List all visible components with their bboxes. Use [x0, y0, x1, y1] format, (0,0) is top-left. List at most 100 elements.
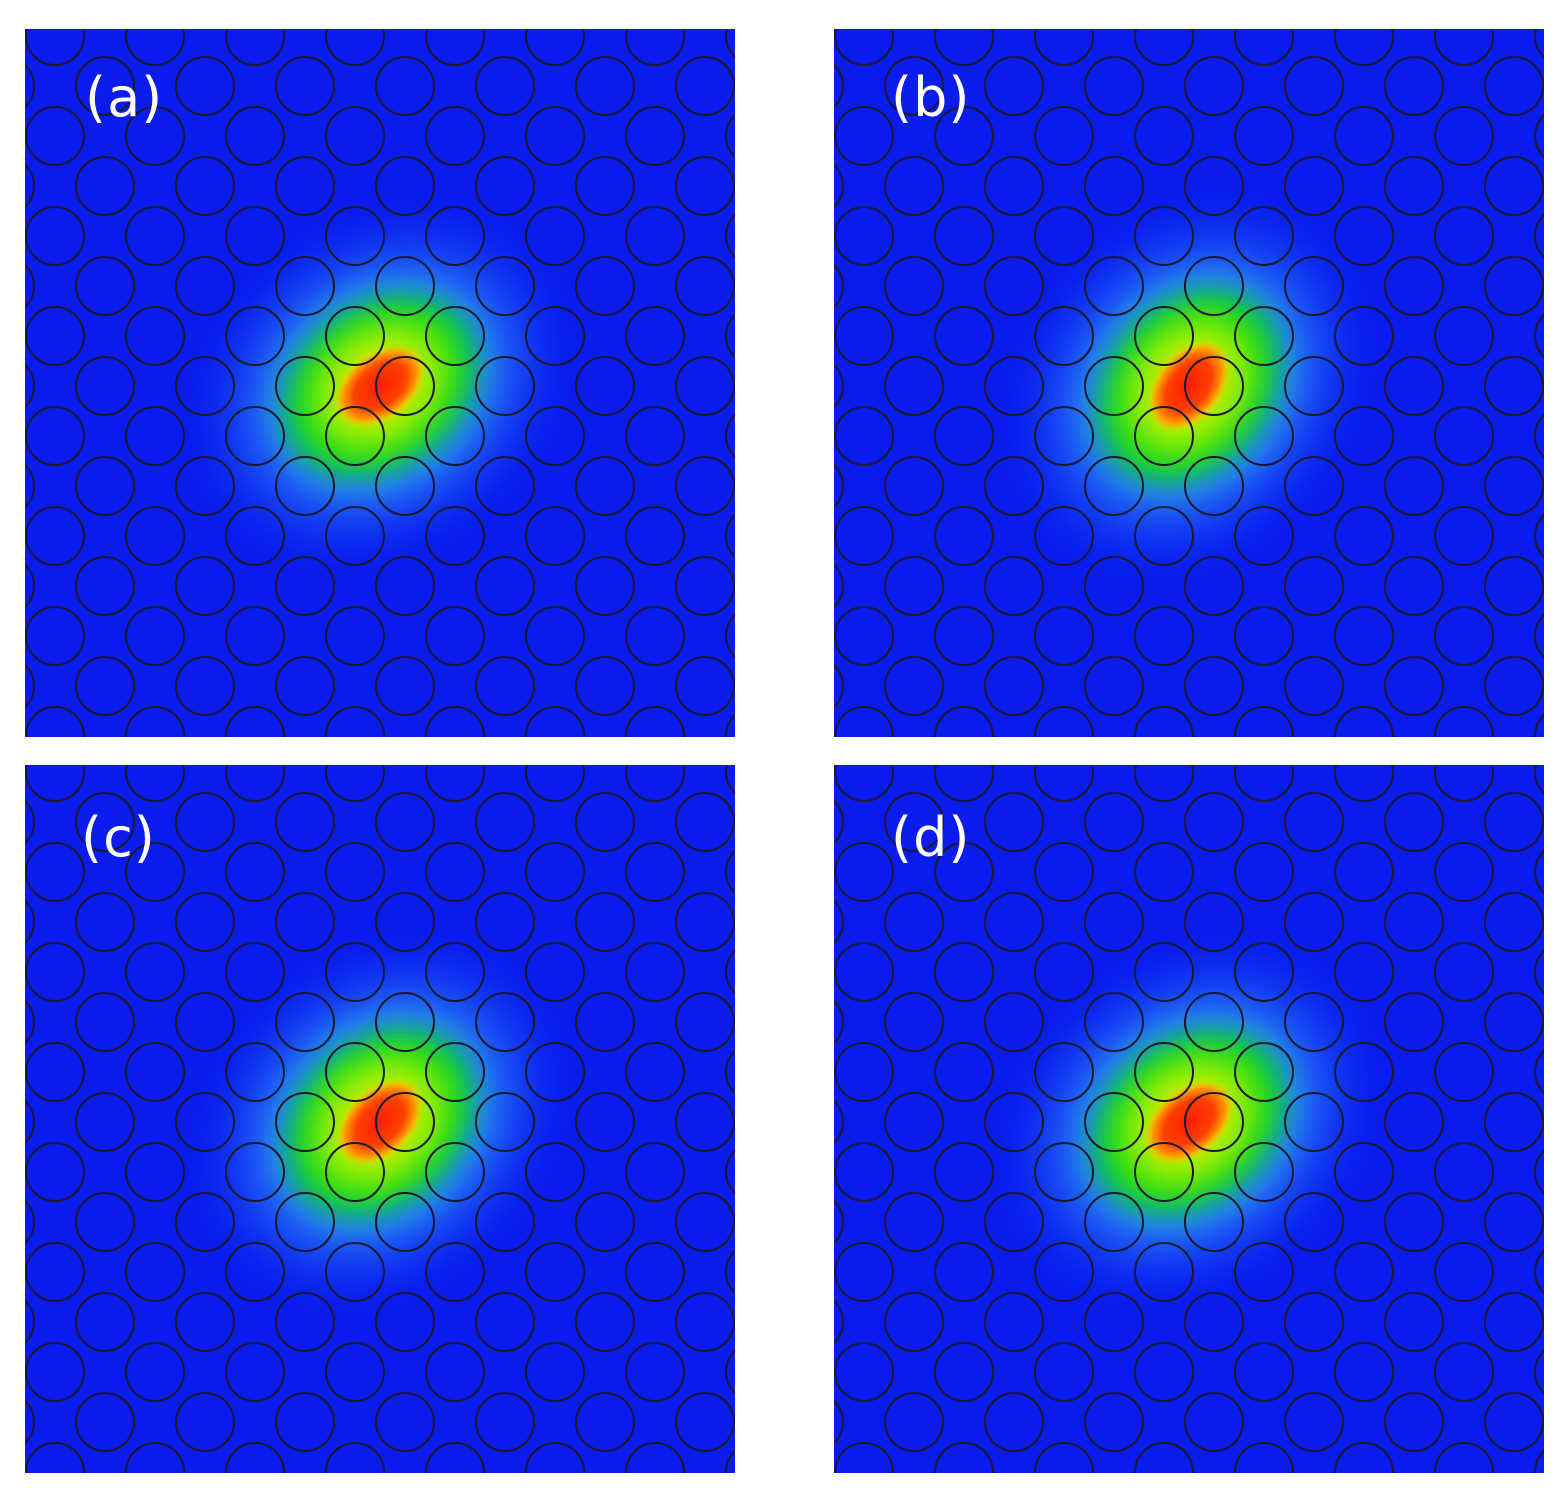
air-hole [934, 406, 994, 466]
air-hole [834, 706, 894, 737]
air-hole [834, 363, 844, 409]
air-hole [175, 792, 235, 852]
air-hole [1234, 706, 1294, 737]
air-hole [25, 1299, 35, 1345]
air-hole [625, 306, 685, 366]
air-hole [625, 1042, 685, 1102]
air-hole [1084, 1192, 1144, 1252]
air-hole [275, 1092, 335, 1152]
air-hole [1134, 765, 1194, 802]
air-hole [1384, 1292, 1444, 1352]
air-hole [1434, 606, 1494, 666]
air-hole [325, 706, 385, 737]
air-hole [525, 842, 585, 902]
air-hole [525, 506, 585, 566]
air-hole [984, 156, 1044, 216]
air-hole [884, 556, 944, 616]
air-hole [725, 1449, 735, 1473]
air-hole [275, 1392, 335, 1452]
air-hole [1284, 656, 1344, 716]
air-hole [1134, 1442, 1194, 1473]
air-hole [625, 706, 685, 737]
air-hole [1134, 606, 1194, 666]
air-hole [625, 1342, 685, 1402]
air-hole [884, 1292, 944, 1352]
air-hole [1484, 1392, 1544, 1452]
air-hole [625, 1442, 685, 1473]
air-hole [1084, 256, 1144, 316]
air-hole [575, 456, 635, 516]
air-hole [275, 456, 335, 516]
air-hole [125, 1442, 185, 1473]
air-hole [325, 1342, 385, 1402]
air-hole [1434, 765, 1494, 802]
air-hole [834, 506, 894, 566]
air-hole [1434, 206, 1494, 266]
air-hole [1534, 949, 1544, 995]
air-hole [375, 256, 435, 316]
air-hole [1384, 356, 1444, 416]
air-hole [1084, 456, 1144, 516]
air-hole [525, 765, 585, 802]
air-hole [25, 406, 85, 466]
air-hole [275, 256, 335, 316]
hole-lattice [834, 29, 1544, 737]
air-hole [425, 406, 485, 466]
air-hole [984, 456, 1044, 516]
air-hole [575, 1392, 635, 1452]
air-hole [175, 456, 235, 516]
air-hole [425, 206, 485, 266]
air-hole [475, 892, 535, 952]
air-hole [1134, 1142, 1194, 1202]
air-hole [1034, 1142, 1094, 1202]
air-hole [25, 206, 85, 266]
air-hole [475, 992, 535, 1052]
air-hole [834, 999, 844, 1045]
air-hole [75, 992, 135, 1052]
air-hole [1034, 706, 1094, 737]
air-hole [525, 1442, 585, 1473]
air-hole [834, 842, 894, 902]
air-hole [225, 1342, 285, 1402]
air-hole [1534, 413, 1544, 459]
air-hole [1234, 1442, 1294, 1473]
air-hole [834, 942, 894, 1002]
air-hole [25, 799, 35, 845]
air-hole [1134, 1042, 1194, 1102]
air-hole [425, 29, 485, 66]
air-hole [984, 1192, 1044, 1252]
air-hole [275, 892, 335, 952]
air-hole [75, 1092, 135, 1152]
air-hole [1334, 1142, 1394, 1202]
air-hole [884, 1092, 944, 1152]
air-hole [275, 556, 335, 616]
air-hole [1284, 1192, 1344, 1252]
air-hole [1384, 892, 1444, 952]
air-hole [1284, 356, 1344, 416]
air-hole [525, 706, 585, 737]
air-hole [175, 156, 235, 216]
air-hole [1134, 1342, 1194, 1402]
air-hole [325, 1042, 385, 1102]
air-hole [1184, 1192, 1244, 1252]
air-hole [1234, 942, 1294, 1002]
air-hole [984, 556, 1044, 616]
air-hole [425, 1042, 485, 1102]
air-hole [25, 563, 35, 609]
air-hole [25, 1199, 35, 1245]
air-hole [1084, 1392, 1144, 1452]
panel-label-b: (b) [891, 66, 971, 129]
air-hole [225, 1142, 285, 1202]
air-hole [175, 892, 235, 952]
air-hole [575, 1092, 635, 1152]
air-hole [525, 1142, 585, 1202]
air-hole [325, 942, 385, 1002]
air-hole [1134, 842, 1194, 902]
air-hole [884, 892, 944, 952]
air-hole [1034, 306, 1094, 366]
air-hole [475, 456, 535, 516]
air-hole [125, 706, 185, 737]
air-hole [225, 1242, 285, 1302]
air-hole [934, 842, 994, 902]
air-hole [225, 29, 285, 66]
